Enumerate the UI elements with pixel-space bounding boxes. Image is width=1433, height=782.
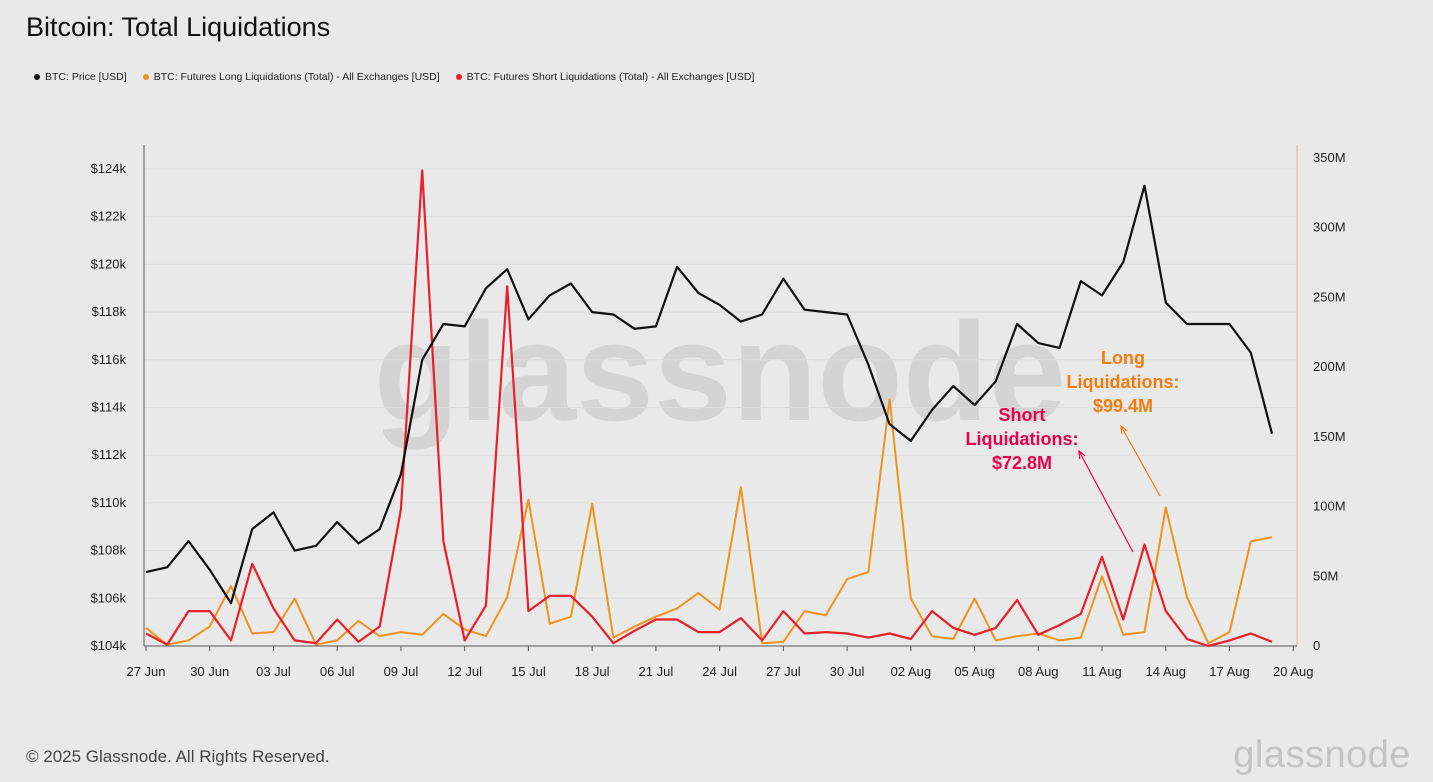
watermark-text: glassnode [374,293,1066,450]
legend-item-long[interactable]: BTC: Futures Long Liquidations (Total) -… [142,71,440,83]
y-right-tick-label: 150M [1313,429,1346,444]
long-annotation-text: Liquidations: [1067,372,1180,392]
x-tick-label: 24 Jul [702,664,737,679]
y-left-tick-label: $114k [92,400,127,415]
y-right-tick-label: 250M [1313,289,1346,304]
x-tick-label: 15 Jul [511,664,546,679]
x-tick-label: 27 Jul [766,664,801,679]
legend-label-price: BTC: Price [USD] [45,71,127,83]
legend-label-long: BTC: Futures Long Liquidations (Total) -… [153,71,440,83]
chart-title: Bitcoin: Total Liquidations [26,12,331,42]
y-right-tick-label: 350M [1313,150,1346,165]
short-annotation-arrow-head [1078,449,1086,460]
x-tick-label: 14 Aug [1146,664,1187,679]
y-right-tick-label: 0 [1313,638,1320,653]
x-tick-label: 09 Jul [384,664,419,679]
x-tick-label: 11 Aug [1082,664,1122,679]
x-tick-label: 30 Jul [830,664,865,679]
y-left-tick-label: $118k [92,304,127,319]
x-tick-label: 27 Jun [126,664,165,679]
y-left-tick-label: $116k [92,352,127,367]
legend-item-price[interactable]: BTC: Price [USD] [34,71,127,83]
long-annotation-arrow [1120,425,1161,497]
copyright-footer: © 2025 Glassnode. All Rights Reserved. [26,747,330,766]
chart-legend: BTC: Price [USD] BTC: Futures Long Liqui… [34,71,754,83]
long-liquidations-line [145,398,1273,646]
y-left-tick-label: $120k [91,256,127,271]
short-annotation-arrow [1078,450,1134,553]
short-annotation-text: Liquidations: [966,429,1079,449]
x-tick-label: 30 Jun [190,664,229,679]
legend-dot-short [455,74,462,80]
y-left-tick-label: $106k [91,590,127,605]
long-annotation-arrow-head [1120,424,1128,435]
y-left-tick-label: $108k [91,543,127,558]
x-tick-label: 06 Jul [320,664,355,679]
x-tick-label: 03 Jul [256,664,291,679]
y-right-tick-label: 200M [1313,359,1346,374]
x-tick-label: 08 Aug [1018,664,1059,679]
legend-dot-price [34,74,40,80]
x-tick-label: 12 Jul [447,664,482,679]
price-line [145,184,1274,605]
y-right-tick-label: 300M [1313,220,1346,235]
y-right-tick-label: 50M [1313,568,1338,583]
y-right-tick-label: 100M [1313,499,1346,514]
x-tick-label: 02 Aug [891,664,932,679]
long-annotation-text: $99.4M [1093,396,1153,416]
y-left-tick-label: $122k [91,209,127,224]
y-left-tick-label: $104k [91,638,127,653]
x-tick-label: 18 Jul [575,664,610,679]
y-left-tick-label: $112k [92,447,127,462]
short-annotation-text: Short [999,405,1046,425]
short-liquidations-line [145,169,1273,648]
x-tick-label: 17 Aug [1209,664,1250,679]
x-tick-label: 05 Aug [954,664,995,679]
glassnode-logo: glassnode [1233,734,1411,776]
y-left-tick-label: $110k [92,495,127,510]
x-tick-label: 21 Jul [639,664,674,679]
y-left-tick-label: $124k [91,161,127,176]
x-tick-label: 20 Aug [1273,664,1314,679]
long-annotation-text: Long [1101,348,1145,368]
short-annotation-text: $72.8M [992,453,1052,473]
legend-item-short[interactable]: BTC: Futures Short Liquidations (Total) … [455,71,755,83]
legend-dot-long [142,74,149,80]
legend-label-short: BTC: Futures Short Liquidations (Total) … [466,71,755,83]
